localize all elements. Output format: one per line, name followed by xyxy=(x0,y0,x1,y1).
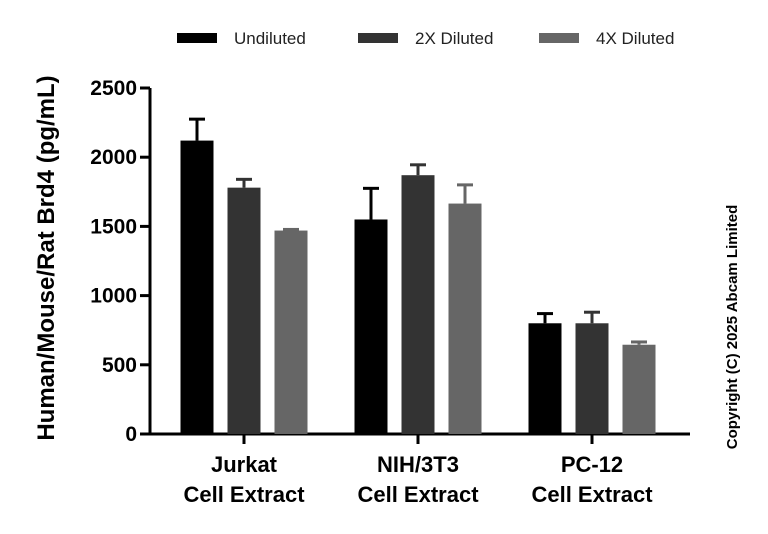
y-tick-label: 500 xyxy=(102,354,137,377)
bar xyxy=(401,175,435,434)
x-tick-label-line2: Cell Extract xyxy=(531,482,653,507)
y-tick-label: 2500 xyxy=(90,77,137,100)
bar xyxy=(227,187,261,434)
x-axis: Jurkat Cell Extract NIH/3T3 Cell Extract PC-… xyxy=(148,432,690,507)
bars xyxy=(180,117,656,435)
legend: Undiluted 2X Diluted 4X Diluted xyxy=(177,29,674,48)
bar xyxy=(448,203,482,434)
y-axis-title: Human/Mouse/Rat Brd4 (pg/mL) xyxy=(33,75,60,440)
y-tick-label: 0 xyxy=(125,423,137,446)
x-tick-label: Jurkat xyxy=(211,452,278,477)
legend-swatch xyxy=(539,33,579,43)
bar xyxy=(528,323,562,434)
bar xyxy=(622,344,656,434)
bar xyxy=(274,230,308,434)
bar xyxy=(180,140,214,435)
y-tick-label: 1500 xyxy=(90,215,137,238)
legend-swatch xyxy=(358,33,398,43)
y-tick-label: 1000 xyxy=(90,285,137,308)
legend-label: 2X Diluted xyxy=(415,29,493,48)
legend-swatch xyxy=(177,33,217,43)
bar xyxy=(575,323,609,434)
legend-label: 4X Diluted xyxy=(596,29,674,48)
bar xyxy=(354,219,388,434)
y-axis: 0 500 1000 1500 2000 2500 xyxy=(90,77,152,446)
x-tick-label-line2: Cell Extract xyxy=(183,482,305,507)
x-tick-label: PC-12 xyxy=(561,452,623,477)
x-tick-label: NIH/3T3 xyxy=(377,452,459,477)
copyright-text: Copyright (C) 2025 Abcam Limited xyxy=(724,205,741,449)
y-tick-label: 2000 xyxy=(90,146,137,169)
x-tick-label-line2: Cell Extract xyxy=(357,482,479,507)
legend-label: Undiluted xyxy=(234,29,306,48)
